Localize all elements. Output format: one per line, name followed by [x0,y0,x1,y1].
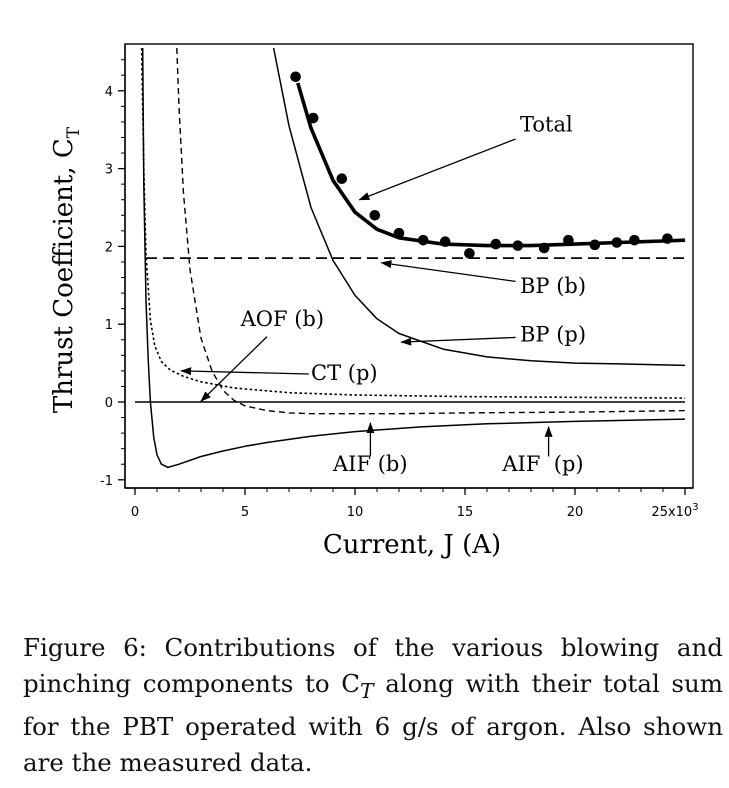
arrow-aof-b [200,336,268,402]
y-tick-label: 2 [105,240,113,255]
figure-caption: Figure 6: Contributions of the various b… [23,630,723,781]
x-tick-label: 15 [457,505,474,520]
measured-point [512,240,524,251]
label-bp-b: BP (b) [520,274,586,298]
measured-point [563,234,574,246]
y-tick-label: 4 [105,85,113,100]
caption-text: Figure 6: Contributions of the various b… [23,633,723,698]
arrow-bp-p [400,336,516,346]
series-total-line [296,82,686,248]
x-tick-label: 20 [567,505,584,520]
y-axis-title-sub: T [64,126,84,138]
arrow-bp-b [380,260,516,283]
y-tick-label: -1 [100,474,113,489]
measured-point [290,71,301,83]
y-tick-label: 3 [105,163,113,178]
label-ct-p: CT (p) [311,361,378,385]
measured-point [490,238,502,250]
x-tick-label: 0 [131,505,139,520]
series-layer [135,47,686,469]
x-tick-label: 25x103 [651,502,698,520]
measured-point [611,237,623,248]
measured-point [439,236,451,248]
y-axis-title: Thrust Coefficient, CT [49,126,84,413]
series-ct-p-line [140,47,686,399]
measured-point [538,242,550,254]
label-aif-b: AIF (b) [332,452,408,476]
measured-point [662,233,673,244]
axis-ticks: 0 5 10 15 20 25x103 -1 0 1 2 3 4 [100,59,699,520]
y-axis-title-main: Thrust Coefficient, C [49,138,79,413]
measured-point [336,173,348,185]
caption-text-rest: along with their total sum for the PBT o… [23,669,723,777]
measured-points [290,71,673,259]
measured-point [629,234,640,246]
label-aif-p: AIF (p) [501,452,583,476]
series-bp-p-line [272,47,686,367]
series-aif-p-line [141,47,686,469]
label-bp-p: BP (p) [520,322,586,346]
arrow-total [358,138,516,201]
x-tick-label: 5 [241,505,249,520]
x-axis-title: Current, J (A) [323,530,501,560]
measured-point [393,227,405,239]
x-tick-exponent: 3 [692,502,698,513]
series-aif-b-line [176,47,686,415]
plot-frame [124,43,694,489]
measured-point [417,234,429,246]
label-total: Total [520,112,573,136]
measured-point [369,209,381,221]
thrust-coefficient-chart: Total BP (b) BP (p) CT (p) AOF (b) AIF (b) AIF… [49,43,699,560]
annotations: Total BP (b) BP (p) CT (p) AOF (b) AIF (b) AIF… [180,112,586,476]
measured-point [589,239,601,251]
measured-point [307,112,319,124]
y-tick-label: 1 [105,318,113,333]
caption-subscript: T [359,678,374,703]
measured-point [464,248,475,259]
x-tick-label: 10 [347,505,364,520]
label-aof-b: AOF (b) [240,307,324,331]
y-tick-label: 0 [105,396,113,411]
arrow-ct-p [180,367,309,376]
